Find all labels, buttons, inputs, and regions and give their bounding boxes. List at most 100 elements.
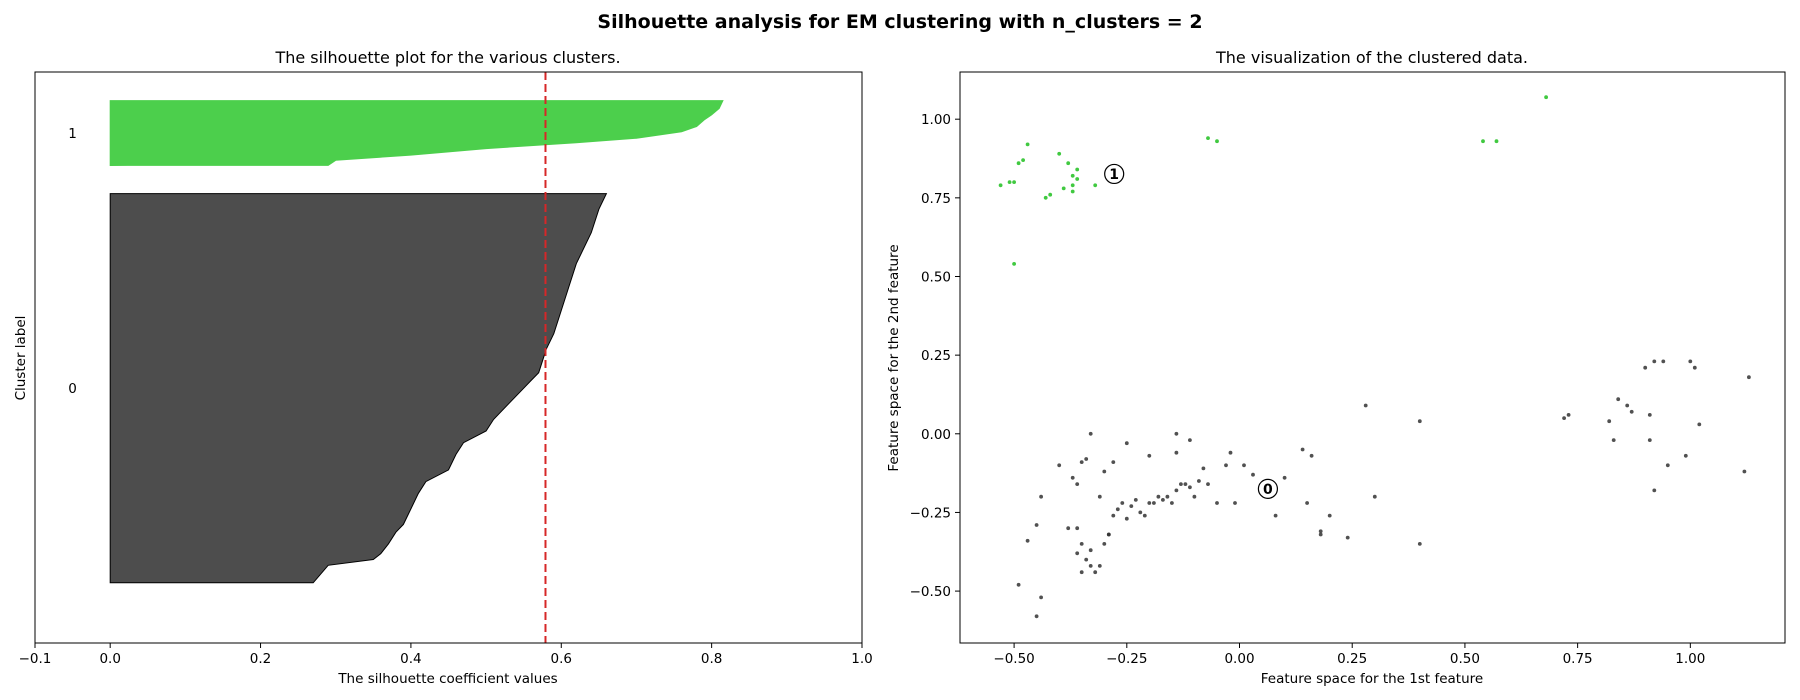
silhouette-x-tick-label: 1.0 [851, 651, 872, 667]
cluster-center-label-0: 0 [1263, 482, 1273, 498]
scatter-x-tick-label: 0.25 [1337, 651, 1367, 667]
scatter-point-cluster-1 [1494, 139, 1499, 144]
scatter-point-cluster-0 [1161, 498, 1165, 502]
scatter-point-cluster-0 [1188, 438, 1192, 442]
scatter-point-cluster-0 [1075, 551, 1080, 556]
scatter-point-cluster-0 [1133, 498, 1138, 502]
scatter-point-cluster-0 [1215, 501, 1219, 505]
scatter-point-cluster-0 [1652, 359, 1657, 364]
scatter-point-cluster-0 [1097, 564, 1102, 568]
scatter-x-tick-label: −0.50 [993, 651, 1034, 667]
scatter-point-cluster-0 [1273, 513, 1278, 518]
scatter-point-cluster-0 [1124, 516, 1129, 521]
scatter-point-cluster-0 [1251, 472, 1255, 477]
silhouette-x-tick-label: 0.8 [701, 651, 722, 667]
scatter-point-cluster-0 [1242, 463, 1246, 468]
scatter-x-tick-label: 0.50 [1450, 651, 1480, 667]
scatter-point-cluster-1 [1544, 95, 1548, 100]
scatter-point-cluster-0 [1747, 375, 1751, 380]
cluster-centers: 01 [1104, 163, 1279, 499]
scatter-point-cluster-0 [1224, 463, 1228, 468]
scatter-point-cluster-0 [1282, 475, 1287, 480]
silhouette-x-tick-label: 0.2 [250, 651, 271, 667]
scatter-point-cluster-0 [1147, 453, 1152, 458]
scatter-point-cluster-0 [1305, 501, 1309, 505]
scatter-point-cluster-0 [1661, 359, 1666, 364]
scatter-point-cluster-0 [1647, 438, 1652, 442]
scatter-point-cluster-0 [1102, 469, 1107, 474]
scatter-point-cluster-0 [1016, 582, 1021, 587]
scatter-point-cluster-0 [1174, 450, 1179, 455]
scatter-x-tick-label: 0.75 [1563, 651, 1593, 667]
scatter-point-cluster-0 [1318, 532, 1323, 537]
scatter-point-cluster-0 [1039, 595, 1043, 600]
scatter-point-cluster-0 [1057, 463, 1062, 468]
scatter-point-cluster-1 [1025, 142, 1030, 147]
cluster-label-0: 0 [68, 381, 77, 397]
silhouette-x-tick-label: 0.0 [99, 651, 120, 667]
figure-suptitle: Silhouette analysis for EM clustering wi… [597, 11, 1202, 33]
scatter-point-cluster-0 [1197, 479, 1201, 483]
scatter-y-tick-label: 0.25 [921, 348, 951, 364]
scatter-point-cluster-1 [1057, 151, 1062, 156]
silhouette-cluster-1 [109, 100, 724, 166]
silhouette-y-axis-label: Cluster label [13, 316, 29, 401]
scatter-point-cluster-0 [1111, 513, 1116, 518]
scatter-point-cluster-0 [1088, 548, 1093, 553]
scatter-point-cluster-0 [1300, 447, 1305, 452]
silhouette-x-tick-label: 0.6 [551, 651, 572, 667]
scatter-point-cluster-1 [1043, 195, 1048, 200]
scatter-plot-title: The visualization of the clustered data. [1215, 48, 1528, 67]
scatter-point-cluster-0 [1075, 482, 1080, 486]
scatter-point-cluster-0 [1138, 510, 1143, 515]
scatter-point-cluster-0 [1417, 419, 1422, 424]
scatter-point-cluster-1 [1093, 183, 1098, 188]
scatter-point-cluster-0 [1652, 488, 1657, 493]
scatter-point-cluster-0 [1228, 450, 1233, 455]
silhouette-clusters: 01 [68, 100, 724, 584]
scatter-point-cluster-0 [1174, 488, 1179, 493]
scatter-point-cluster-0 [1616, 397, 1621, 402]
scatter-point-cluster-0 [1345, 535, 1350, 540]
scatter-point-cluster-0 [1188, 485, 1192, 490]
scatter-point-cluster-0 [1097, 494, 1102, 499]
scatter-y-tick-label: 0.50 [921, 269, 951, 285]
scatter-point-cluster-1 [1215, 139, 1219, 144]
scatter-point-cluster-0 [1147, 501, 1152, 505]
scatter-point-cluster-0 [1142, 513, 1147, 518]
scatter-point-cluster-0 [1152, 501, 1156, 505]
scatter-point-cluster-0 [1206, 482, 1210, 486]
scatter-point-cluster-1 [1007, 180, 1012, 185]
scatter-point-cluster-0 [1742, 469, 1747, 474]
scatter-plot-frame [959, 71, 1786, 644]
scatter-point-cluster-0 [1179, 482, 1183, 486]
silhouette-plot-title: The silhouette plot for the various clus… [274, 48, 620, 67]
scatter-point-cluster-0 [1683, 453, 1688, 458]
scatter-point-cluster-1 [1012, 262, 1016, 266]
scatter-point-cluster-0 [1025, 538, 1030, 543]
scatter-point-cluster-0 [1079, 570, 1084, 575]
cluster-center-marker-0 [1257, 478, 1279, 499]
scatter-point-cluster-0 [1066, 526, 1071, 531]
scatter-point-cluster-0 [1034, 614, 1039, 619]
scatter-point-cluster-0 [1079, 460, 1084, 464]
scatter-point-cluster-1 [1016, 161, 1021, 166]
scatter-point-cluster-0 [1088, 564, 1093, 568]
scatter-point-cluster-0 [1363, 403, 1368, 408]
scatter-y-tick-label: 0.00 [921, 427, 951, 443]
scatter-point-cluster-0 [1692, 365, 1697, 370]
scatter-point-cluster-0 [1697, 422, 1702, 427]
scatter-x-tick-label: 1.00 [1675, 651, 1705, 667]
scatter-point-cluster-0 [1566, 413, 1571, 417]
scatter-point-cluster-0 [1120, 501, 1125, 505]
scatter-point-cluster-0 [1625, 403, 1630, 408]
scatter-point-cluster-1 [1012, 180, 1016, 185]
scatter-x-tick-label: 0.00 [1224, 651, 1254, 667]
scatter-y-tick-label: 1.00 [921, 112, 951, 128]
scatter-point-cluster-1 [1206, 136, 1210, 141]
scatter-point-cluster-0 [1075, 526, 1080, 531]
scatter-point-cluster-0 [1156, 494, 1161, 499]
scatter-y-ticks: −0.50 −0.25 0.00 0.25 0.50 0.75 1.00 [910, 112, 960, 600]
scatter-point-cluster-0 [1034, 523, 1039, 527]
scatter-point-cluster-0 [1106, 532, 1111, 537]
